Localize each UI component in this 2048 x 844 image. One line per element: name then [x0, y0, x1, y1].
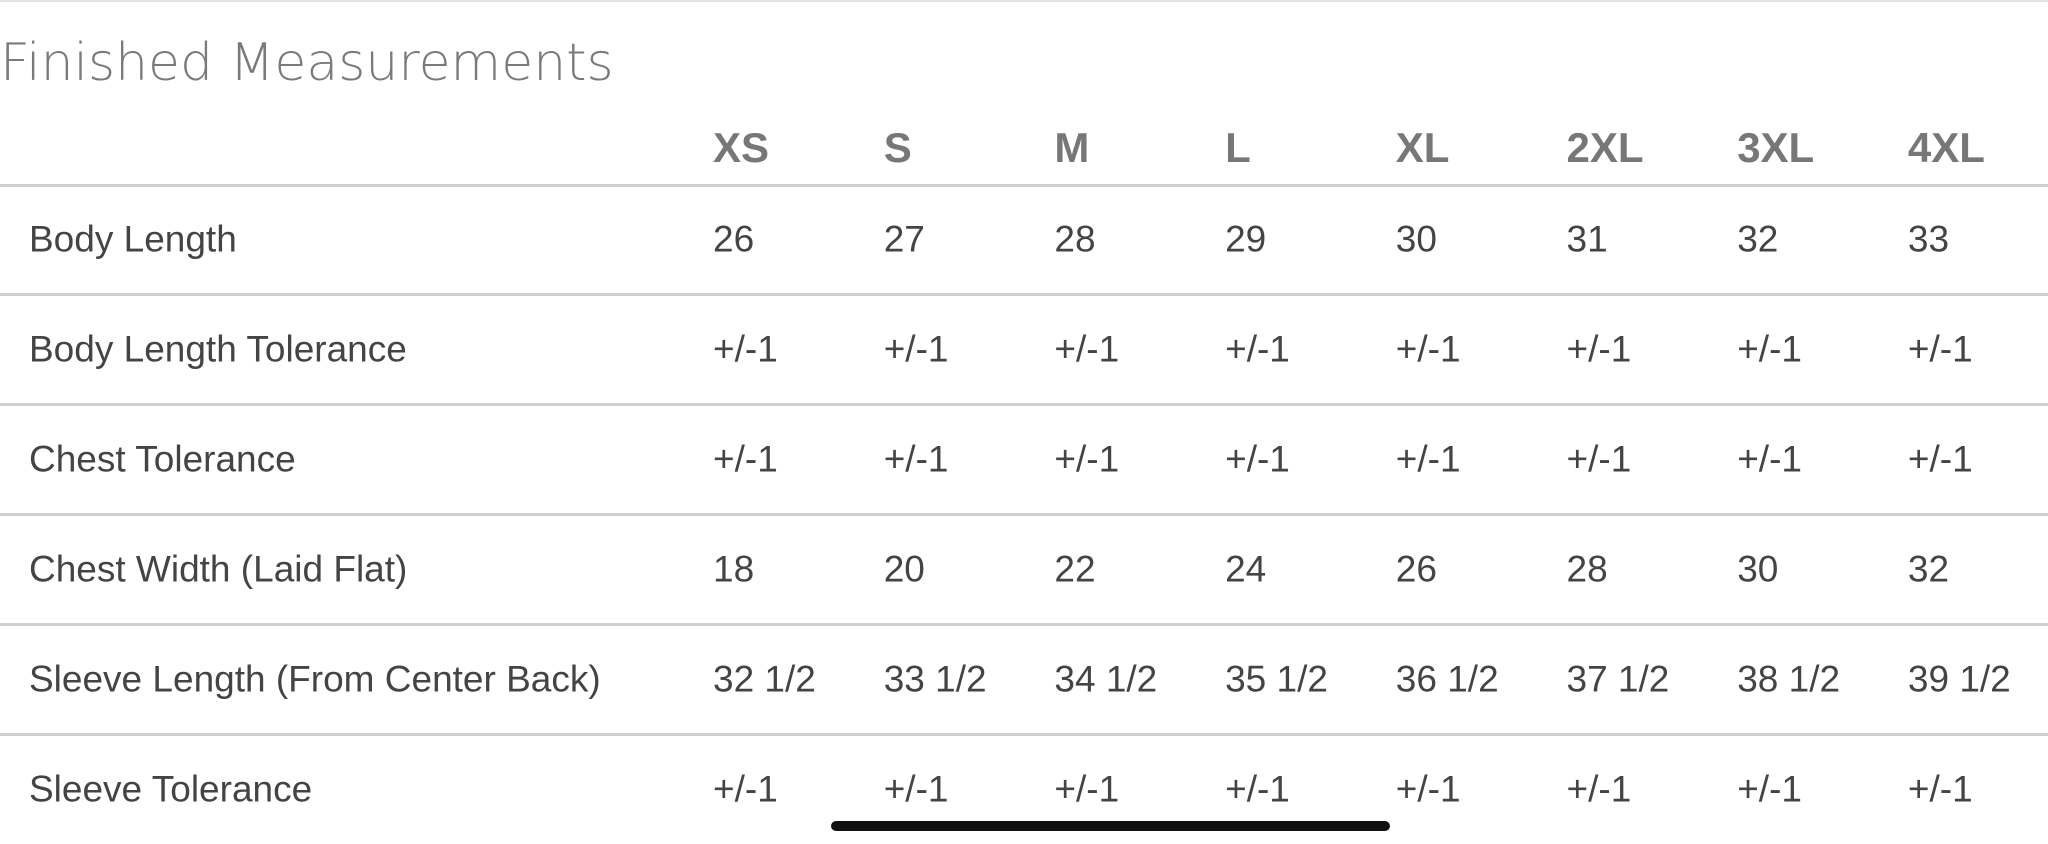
row-divider	[0, 513, 2048, 516]
table-cell: 31	[1566, 218, 1608, 260]
table-cell: +/-1	[1225, 768, 1290, 810]
row-divider	[0, 623, 2048, 626]
table-cell: 35 1/2	[1225, 658, 1328, 700]
table-cell: +/-1	[1395, 328, 1461, 370]
table-cell: +/-1	[1566, 328, 1632, 370]
table-cell: 29	[1225, 218, 1267, 260]
column-header: XS	[713, 124, 770, 171]
table-cell: +/-1	[1737, 768, 1802, 810]
table-cell: 27	[883, 218, 925, 260]
row-divider	[0, 293, 2048, 296]
table-cell: +/-1	[883, 438, 949, 480]
home-indicator	[831, 821, 1390, 831]
table-cell: +/-1	[1737, 438, 1802, 480]
column-header: 3XL	[1737, 124, 1815, 171]
table-cell: +/-1	[1395, 768, 1461, 810]
table-cell: 36 1/2	[1395, 658, 1499, 700]
table-cell: 30	[1737, 548, 1779, 590]
column-header: S	[883, 124, 912, 171]
table-cell: +/-1	[1907, 768, 1973, 810]
table-cell: +/-1	[883, 328, 949, 370]
table-cell: +/-1	[1566, 438, 1632, 480]
column-header: M	[1054, 124, 1090, 171]
table-cell: 28	[1566, 548, 1608, 590]
table-cell: 22	[1054, 548, 1096, 590]
table-cell: +/-1	[1907, 328, 1973, 370]
table-cell: 32 1/2	[713, 658, 816, 700]
column-header: 4XL	[1907, 124, 1985, 171]
table-cell: +/-1	[1225, 438, 1290, 480]
table-cell: +/-1	[1054, 438, 1120, 480]
table-cell: 26	[713, 218, 755, 260]
table-cell: 37 1/2	[1566, 658, 1670, 700]
table-cell: 26	[1395, 548, 1437, 590]
table-cell: 32	[1907, 548, 1950, 590]
row-label: Sleeve Tolerance	[29, 768, 313, 810]
column-header: 2XL	[1566, 124, 1644, 171]
table-cell: +/-1	[713, 768, 778, 810]
row-label: Body Length Tolerance	[29, 328, 407, 370]
row-divider	[0, 733, 2048, 736]
table-cell: +/-1	[1566, 768, 1632, 810]
row-label: Body Length	[29, 218, 237, 260]
table-cell: 30	[1395, 218, 1437, 260]
column-header: L	[1225, 124, 1251, 171]
row-label: Sleeve Length (From Center Back)	[29, 658, 601, 700]
table-cell: 20	[883, 548, 925, 590]
table-cell: +/-1	[713, 328, 778, 370]
table-cell: 38 1/2	[1737, 658, 1841, 700]
table-cell: +/-1	[1395, 438, 1461, 480]
column-header: XL	[1395, 124, 1450, 171]
row-label: Chest Tolerance	[29, 438, 296, 480]
table-cell: +/-1	[1054, 328, 1120, 370]
header-divider	[0, 184, 2048, 187]
table-cell: +/-1	[713, 438, 778, 480]
table-cell: +/-1	[883, 768, 949, 810]
row-divider	[0, 403, 2048, 406]
table-cell: 39 1/2	[1907, 658, 2011, 700]
table-cell: 18	[713, 548, 755, 590]
table-cell: 24	[1225, 548, 1267, 590]
table-cell: 33	[1907, 218, 1950, 260]
table-cell: +/-1	[1907, 438, 1973, 480]
section-title: Finished Measurements	[0, 33, 614, 93]
table-cell: 34 1/2	[1054, 658, 1158, 700]
table-cell: 32	[1737, 218, 1779, 260]
table-cell: +/-1	[1225, 328, 1290, 370]
table-cell: 28	[1054, 218, 1096, 260]
top-border	[0, 0, 2048, 2]
row-label: Chest Width (Laid Flat)	[29, 548, 408, 590]
table-cell: +/-1	[1054, 768, 1120, 810]
table-cell: +/-1	[1737, 328, 1802, 370]
table-cell: 33 1/2	[883, 658, 987, 700]
